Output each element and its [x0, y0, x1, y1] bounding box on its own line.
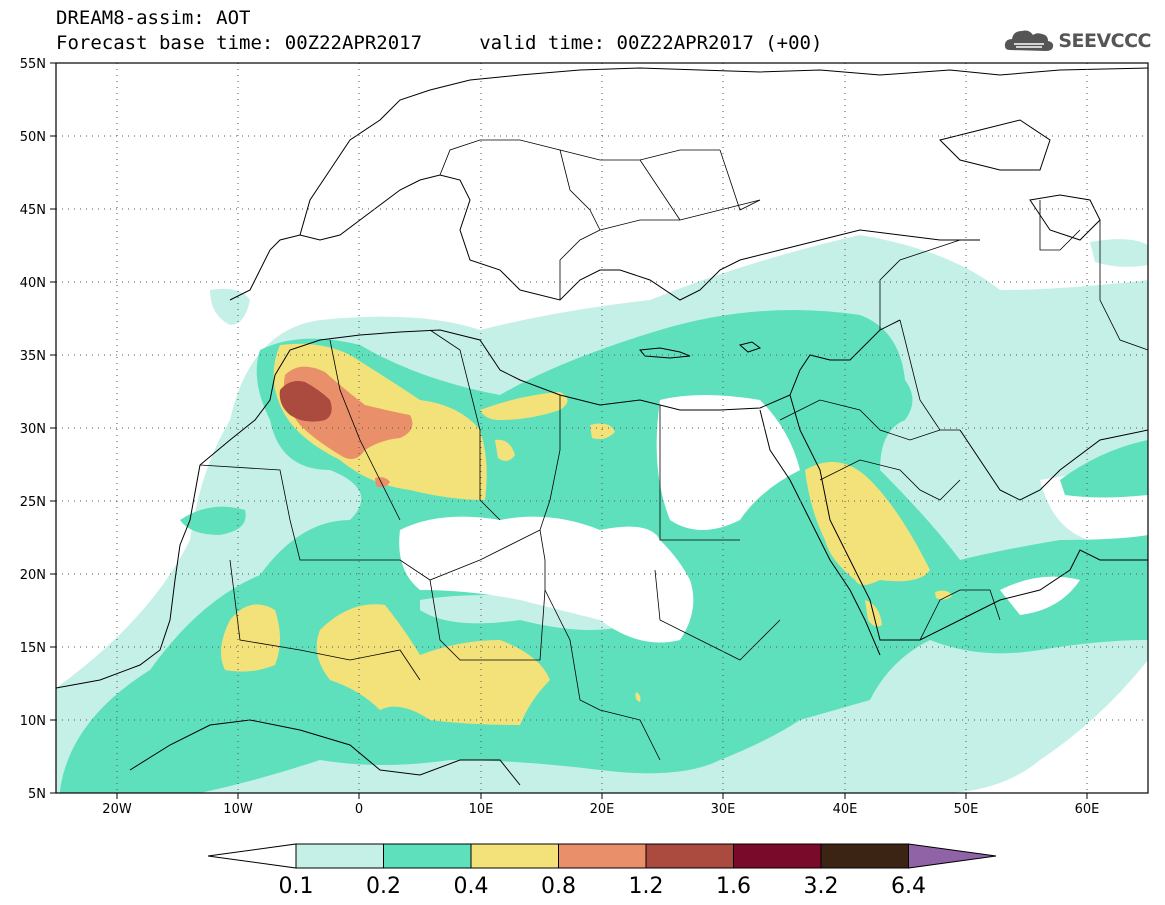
lon-label: 60E	[1075, 802, 1100, 817]
seevccc-logo: SEEVCCC	[1004, 26, 1151, 56]
legend-low-arrow	[207, 843, 297, 869]
aot-clear-areas	[60, 395, 1080, 643]
forecast-time-subtitle: Forecast base time: 00Z22APR2017 valid t…	[56, 32, 823, 54]
legend-swatch	[558, 843, 647, 869]
coastlines	[56, 67, 1148, 786]
lat-label: 15N	[20, 641, 46, 656]
legend-swatch	[470, 843, 559, 869]
latitude-labels: 55N 50N 45N 40N 35N 30N 25N 20N 15N 10N …	[20, 57, 46, 802]
legend-swatch	[733, 843, 822, 869]
lon-label: 20W	[102, 802, 132, 817]
legend-labels: 0.1 0.2 0.4 0.8 1.2 1.6 3.2 6.4	[279, 874, 927, 899]
cloud-icon	[1005, 30, 1054, 51]
map-title: DREAM8-assim: AOT	[56, 7, 251, 29]
lat-label: 35N	[20, 349, 46, 364]
lon-label: 30E	[711, 802, 736, 817]
graticule	[56, 63, 1148, 793]
legend-swatch	[295, 843, 384, 869]
lat-label: 5N	[28, 787, 46, 802]
legend-label: 3.2	[804, 874, 839, 899]
aot-band-1.2	[279, 381, 332, 422]
longitude-labels: 20W 10W 0 10E 20E 30E 40E 50E 60E	[102, 802, 1099, 817]
lon-label: 10E	[469, 802, 494, 817]
legend-label: 0.8	[541, 874, 576, 899]
aot-field	[56, 63, 1148, 793]
lon-label: 10W	[223, 802, 253, 817]
legend-label: 6.4	[891, 874, 926, 899]
legend-label: 0.4	[454, 874, 489, 899]
legend-label: 1.2	[629, 874, 664, 899]
legend-swatch	[383, 843, 472, 869]
aot-legend	[207, 843, 997, 869]
lat-label: 30N	[20, 422, 46, 437]
lat-label: 25N	[20, 495, 46, 510]
lat-label: 55N	[20, 57, 46, 72]
legend-swatch	[645, 843, 734, 869]
legend-high-arrow	[908, 843, 997, 869]
lon-label: 0	[355, 802, 363, 817]
lat-label: 50N	[20, 130, 46, 145]
lon-label: 20E	[590, 802, 615, 817]
lat-label: 10N	[20, 714, 46, 729]
logo-text: SEEVCCC	[1058, 30, 1151, 52]
lat-label: 45N	[20, 203, 46, 218]
legend-label: 1.6	[716, 874, 751, 899]
lon-label: 50E	[954, 802, 979, 817]
axis-ticks	[50, 62, 1088, 799]
lat-label: 20N	[20, 568, 46, 583]
lon-label: 40E	[833, 802, 858, 817]
legend-label: 0.1	[279, 874, 314, 899]
legend-swatch	[820, 843, 909, 869]
legend-label: 0.2	[366, 874, 401, 899]
lat-label: 40N	[20, 276, 46, 291]
country-borders	[199, 139, 1148, 761]
